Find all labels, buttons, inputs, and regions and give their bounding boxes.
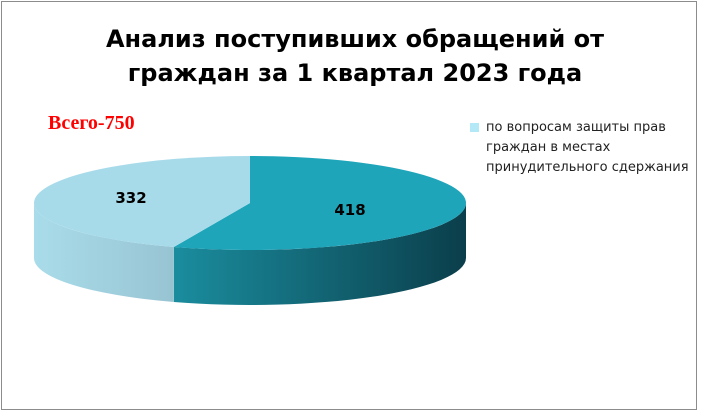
title-line-2: граждан за 1 квартал 2023 года — [127, 59, 583, 87]
data-label: 332 — [115, 189, 146, 207]
legend-line: по вопросам защиты прав — [486, 120, 666, 135]
total-annotation: Всего-750 — [48, 112, 135, 134]
data-label: 418 — [334, 201, 365, 219]
pie-slice — [34, 156, 250, 247]
pie-slice — [173, 156, 466, 250]
legend-swatch — [470, 123, 479, 132]
legend: по вопросам защиты прав граждан в местах… — [470, 118, 695, 178]
chart-title: Анализ поступивших обращений от граждан … — [0, 22, 710, 90]
legend-label: по вопросам защиты прав граждан в местах… — [486, 118, 689, 178]
legend-line: принудительного сдержания — [486, 160, 689, 175]
title-line-1: Анализ поступивших обращений от — [105, 25, 605, 53]
legend-item: по вопросам защиты прав граждан в местах… — [470, 118, 695, 178]
legend-line: граждан в местах — [486, 140, 611, 155]
pie-slice-side — [173, 203, 466, 305]
pie-slice-side — [34, 203, 174, 302]
